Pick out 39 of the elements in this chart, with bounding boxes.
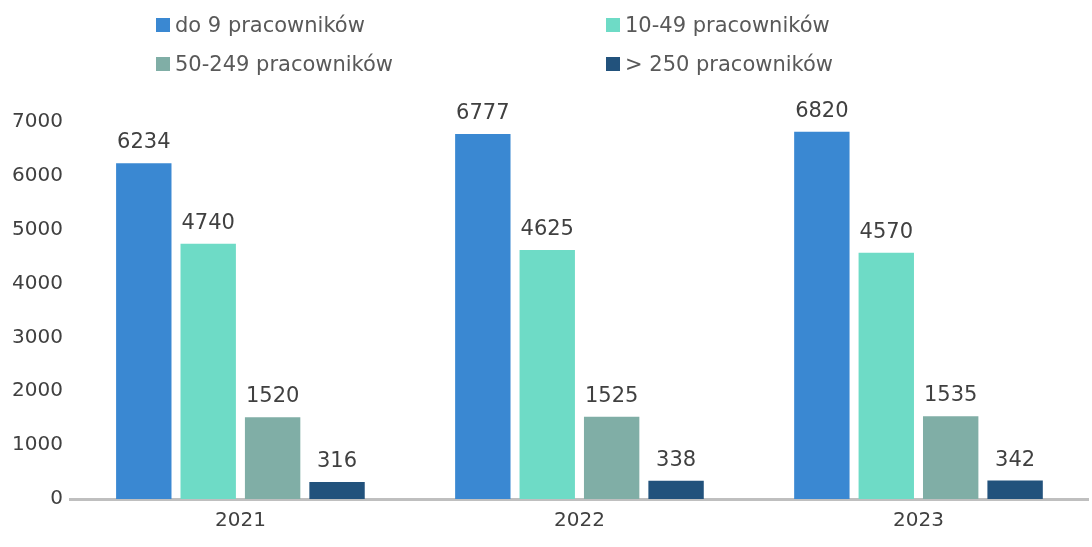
- data-label: 4740: [181, 209, 235, 234]
- bar: [583, 416, 640, 499]
- legend-label: > 250 pracowników: [625, 51, 834, 76]
- data-label: 6777: [456, 99, 510, 124]
- bar: [794, 131, 850, 499]
- bar: [648, 480, 704, 499]
- data-label: 1535: [923, 382, 978, 407]
- data-label: 338: [656, 446, 697, 471]
- bar: [244, 417, 301, 499]
- y-tick-label: 0: [50, 485, 63, 510]
- bar: [519, 249, 575, 499]
- y-tick-label: 3000: [11, 323, 63, 348]
- data-label: 342: [995, 446, 1036, 471]
- bar: [116, 163, 172, 499]
- bar: [987, 480, 1043, 499]
- bar: [309, 481, 365, 499]
- data-label: 1520: [245, 383, 300, 408]
- y-tick-label: 2000: [11, 377, 63, 402]
- data-label: 1525: [584, 382, 639, 407]
- x-tick-label: 2023: [893, 507, 944, 532]
- data-label: 316: [316, 447, 358, 472]
- y-tick-label: 7000: [11, 108, 63, 133]
- bar: [922, 416, 979, 499]
- y-tick-label: 4000: [11, 269, 63, 294]
- y-tick-label: 1000: [11, 431, 63, 456]
- x-tick-label: 2022: [554, 507, 605, 532]
- x-tick-label: 2021: [214, 507, 266, 532]
- data-label: 6234: [117, 129, 171, 154]
- legend-label: 10-49 pracowników: [625, 12, 830, 37]
- data-label: 4570: [859, 218, 913, 243]
- bar: [180, 243, 236, 499]
- bar: [858, 252, 914, 499]
- legend-label: do 9 pracowników: [175, 12, 365, 37]
- legend-label: 50-249 pracowników: [175, 51, 394, 76]
- data-label: 4625: [520, 215, 574, 240]
- y-tick-label: 6000: [11, 162, 63, 187]
- y-tick-label: 5000: [11, 215, 63, 240]
- bar: [455, 134, 511, 499]
- data-label: 6820: [795, 97, 849, 122]
